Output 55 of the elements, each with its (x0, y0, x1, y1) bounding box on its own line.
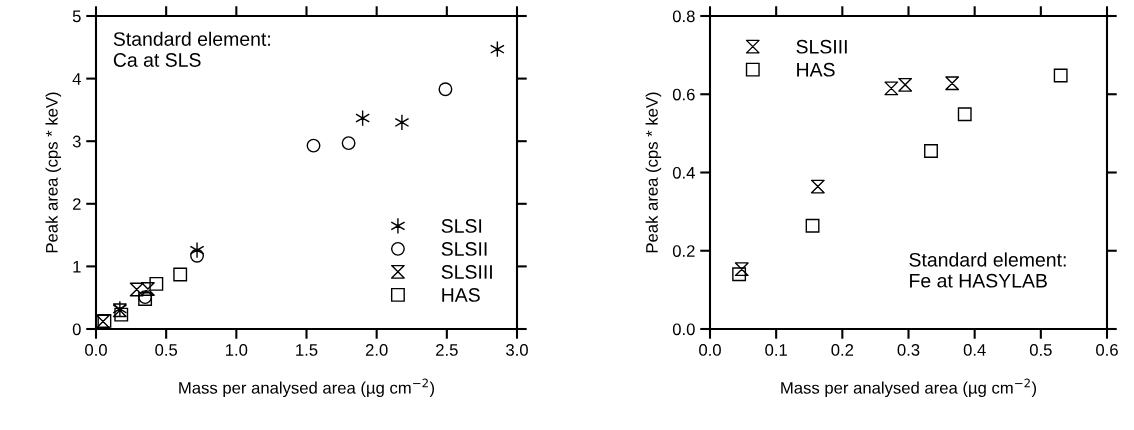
y-tick-label: 0.8 (672, 10, 695, 23)
annotation: Standard element: Fe at HASYLAB (909, 252, 1066, 288)
y-axis-title: Peak area (cps * keV) (45, 92, 62, 253)
x-tick-label: 1.5 (296, 344, 318, 356)
point (173, 267, 188, 282)
point (114, 307, 129, 322)
x-axis-title: Mass per analysed area (µg cm$^{−2}$) (179, 378, 435, 398)
y-tick-label: 0.4 (672, 166, 695, 179)
point (341, 136, 356, 151)
point (924, 144, 938, 158)
y-tick-label: 1 (73, 260, 81, 273)
point (945, 76, 960, 91)
y-tick-label: 0.2 (672, 245, 695, 257)
point (734, 262, 749, 277)
y-axis-title: Peak area (cps * keV) (645, 92, 662, 253)
point (1053, 68, 1068, 83)
y-tick-label: 0.0 (672, 323, 695, 336)
x-tick-label: 0.3 (897, 344, 920, 356)
y-tick-label: 0 (72, 323, 81, 336)
x-tick-label: 0.0 (85, 344, 107, 356)
point (810, 179, 825, 194)
x-tick-label: 0.1 (765, 344, 787, 356)
x-tick-label: 2.0 (365, 344, 388, 356)
x-tick-label: 0.6 (1096, 344, 1118, 356)
y-tick-label: 5 (72, 10, 81, 23)
point (898, 77, 913, 92)
legend-label: SLSIII (796, 39, 847, 54)
x-tick-label: 0.5 (1029, 344, 1052, 356)
point (884, 81, 899, 96)
x-tick-label: 3.0 (506, 344, 528, 356)
y-tick-label: 0.6 (672, 88, 695, 101)
y-tick-label: 2 (72, 198, 81, 210)
y-tick-label: 4 (72, 73, 81, 85)
legend-label: SLSIII (441, 265, 492, 279)
point (129, 282, 144, 297)
x-tick-label: 0.2 (831, 344, 854, 356)
annotation: Standard element: Ca at SLS (113, 31, 270, 67)
x-tick-label: 0.4 (963, 344, 986, 356)
legend-label: HAS (442, 288, 480, 302)
point (140, 281, 155, 296)
point (732, 267, 747, 282)
x-tick-label: 1.0 (226, 344, 248, 356)
point (438, 82, 453, 97)
legend-label: SLSII (441, 242, 487, 256)
x-tick-label: 0.0 (699, 344, 721, 356)
point (805, 218, 820, 233)
point (957, 107, 972, 122)
point (306, 138, 321, 153)
x-tick-label: 2.5 (436, 344, 458, 356)
point (149, 276, 164, 291)
x-axis-title: Mass per analysed area (µg cm$^{−2}$) (781, 378, 1037, 398)
point (190, 248, 204, 263)
y-tick-label: 3 (72, 135, 81, 148)
legend-label: HAS (797, 62, 835, 77)
x-tick-label: 0.5 (155, 344, 178, 356)
